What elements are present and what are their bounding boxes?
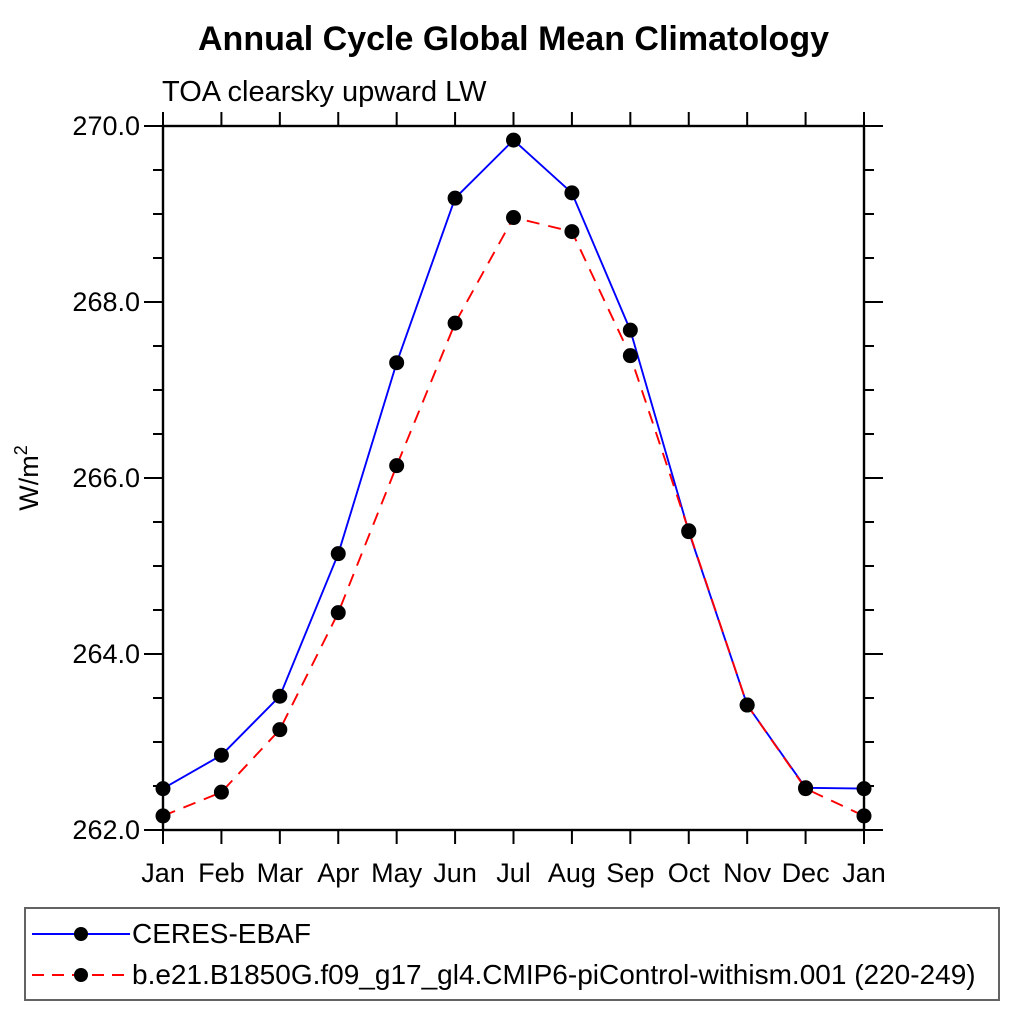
x-axis-tick-label: Jul <box>496 858 531 888</box>
x-axis-tick-label: Jan <box>141 858 185 888</box>
data-point-marker <box>856 808 872 824</box>
data-point-marker <box>155 781 171 797</box>
data-point-marker <box>564 224 580 240</box>
plot-frame <box>161 124 866 832</box>
data-point-marker <box>564 185 580 201</box>
data-point-marker <box>213 747 229 763</box>
series-line-0 <box>162 138 865 790</box>
legend: CERES-EBAF b.e21.B1850G.f09_g17_gl4.CMIP… <box>24 907 1000 1001</box>
y-axis-tick-label: 264.0 <box>72 639 140 669</box>
chart-title: Annual Cycle Global Mean Climatology <box>198 20 829 58</box>
x-axis-tick-label: May <box>371 858 423 888</box>
x-axis-tick-label: Apr <box>317 858 359 888</box>
data-point-marker <box>155 808 171 824</box>
legend-label: CERES-EBAF <box>132 917 311 949</box>
x-axis-tick-label: Sep <box>606 858 654 888</box>
data-point-marker <box>330 546 346 562</box>
data-point-marker <box>213 784 229 800</box>
legend-line-sample <box>32 967 130 982</box>
data-point-marker <box>272 722 288 738</box>
legend-marker-dot <box>74 926 88 941</box>
data-point-marker <box>856 781 872 797</box>
y-axis-tick-label: 266.0 <box>72 463 140 493</box>
data-point-marker <box>506 210 521 226</box>
data-point-marker <box>389 458 405 474</box>
data-point-marker <box>389 355 405 371</box>
data-point-marker <box>272 688 288 704</box>
y-axis-tick-label: 262.0 <box>72 815 140 845</box>
y-axis-tick-label: 270.0 <box>72 111 140 141</box>
data-point-marker <box>681 523 697 539</box>
x-axis-tick-label: Jun <box>433 858 477 888</box>
data-point-marker <box>506 132 521 148</box>
x-axis-tick-label: Mar <box>257 858 304 888</box>
data-point-marker <box>447 315 463 331</box>
y-axis-title: W/m2 <box>11 445 44 511</box>
y-axis-tick-label: 268.0 <box>72 287 140 317</box>
data-point-marker <box>622 322 638 338</box>
series-line-1 <box>162 216 865 817</box>
data-point-marker <box>622 348 638 364</box>
x-axis-tick-label: Feb <box>198 858 245 888</box>
chart-subtitle: TOA clearsky upward LW <box>162 76 487 108</box>
x-axis-tick-label: Oct <box>668 858 711 888</box>
legend-label: b.e21.B1850G.f09_g17_gl4.CMIP6-piControl… <box>132 958 976 990</box>
data-point-marker <box>739 697 755 713</box>
x-axis-tick-label: Jan <box>842 858 886 888</box>
x-axis-tick-label: Dec <box>782 858 830 888</box>
legend-line-sample <box>32 926 130 941</box>
data-point-marker <box>447 190 463 206</box>
x-axis-tick-label: Aug <box>548 858 596 888</box>
legend-entry: b.e21.B1850G.f09_g17_gl4.CMIP6-piControl… <box>30 954 998 995</box>
x-axis-tick-label: Nov <box>723 858 772 888</box>
data-point-marker <box>330 605 346 621</box>
legend-marker-dot <box>74 967 88 982</box>
legend-entry: CERES-EBAF <box>30 913 998 954</box>
data-point-marker <box>798 781 814 797</box>
